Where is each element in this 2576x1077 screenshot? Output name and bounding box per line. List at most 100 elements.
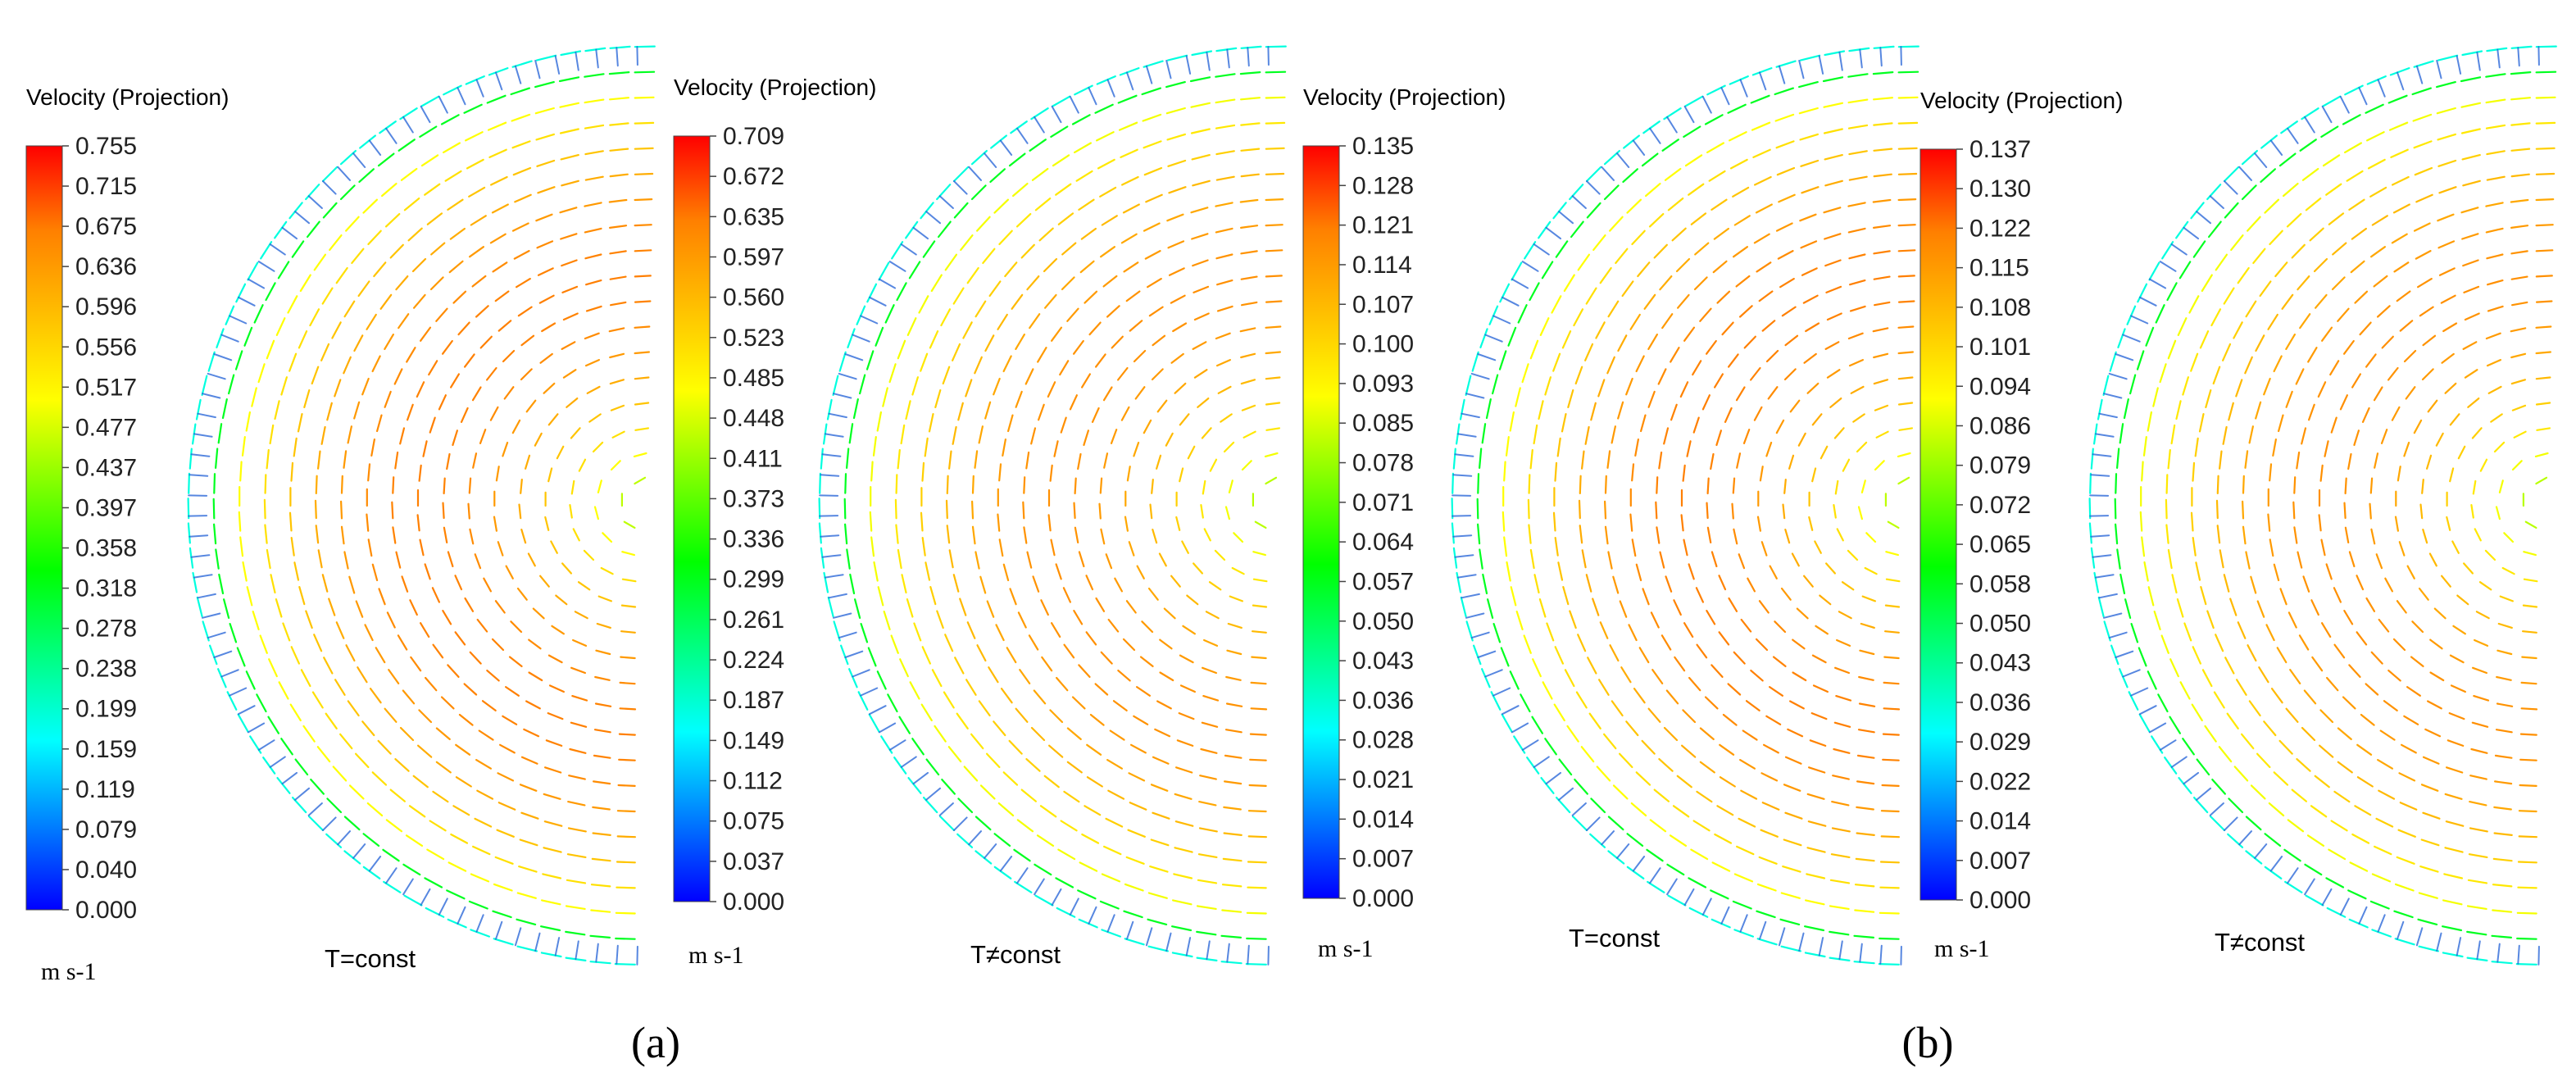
velocity-arrow	[920, 703, 933, 722]
velocity-arrow	[1799, 133, 1819, 141]
velocity-arrow	[1735, 386, 1746, 402]
velocity-arrow	[1055, 676, 1069, 692]
velocity-arrow	[1733, 929, 1754, 938]
velocity-arrow	[1528, 524, 1532, 544]
legend-tick-label: 0.523	[723, 325, 784, 352]
velocity-arrow	[593, 506, 600, 520]
velocity-arrow	[1621, 280, 1634, 298]
velocity-arrow	[2166, 282, 2178, 302]
legend-title: Velocity (Projection)	[1303, 84, 1506, 110]
velocity-arrow	[2361, 407, 2370, 424]
boundary-arrow	[1759, 920, 1767, 940]
velocity-arrow	[868, 713, 880, 733]
velocity-arrow	[1240, 148, 1261, 152]
velocity-arrow	[1239, 97, 1261, 101]
legend-tick-label: 0.159	[75, 736, 137, 763]
velocity-arrow	[1239, 70, 1261, 75]
velocity-arrow	[839, 644, 849, 666]
velocity-arrow	[1265, 70, 1287, 74]
velocity-arrow	[1205, 611, 1220, 620]
velocity-arrow	[1015, 390, 1023, 408]
velocity-arrow	[1552, 202, 1567, 220]
velocity-arrow	[2442, 899, 2463, 906]
velocity-arrow	[2176, 598, 2184, 618]
velocity-arrow	[920, 202, 934, 220]
velocity-arrow	[1008, 739, 1023, 755]
velocity-arrow	[1254, 520, 1267, 529]
velocity-arrow	[971, 475, 975, 494]
velocity-arrow	[1758, 600, 1770, 614]
velocity-arrow	[1562, 585, 1570, 606]
boundary-arrow	[2130, 315, 2149, 325]
boundary-arrow	[636, 46, 638, 66]
velocity-arrow	[1728, 597, 1738, 612]
velocity-arrow	[376, 414, 383, 433]
velocity-arrow	[192, 571, 198, 593]
velocity-arrow	[1124, 938, 1145, 946]
boundary-arrow	[838, 631, 857, 639]
boundary-arrow	[1502, 705, 1520, 716]
legend-tick-label: 0.675	[75, 213, 137, 240]
boundary-arrow	[925, 787, 941, 801]
velocity-arrow	[860, 622, 869, 643]
velocity-arrow	[2496, 649, 2513, 656]
velocity-arrow	[1848, 253, 1866, 260]
velocity-arrow	[2236, 679, 2247, 696]
velocity-arrow	[1676, 293, 1690, 309]
velocity-arrow	[1148, 306, 1164, 317]
velocity-arrow	[252, 610, 260, 631]
boundary-arrow	[1545, 226, 1561, 240]
velocity-arrow	[1716, 805, 1734, 816]
boundary-arrow	[197, 412, 216, 419]
velocity-arrow	[1788, 454, 1795, 470]
boundary-arrow	[2358, 906, 2368, 925]
velocity-arrow	[989, 168, 1006, 183]
velocity-arrow	[2264, 866, 2283, 879]
velocity-arrow	[518, 865, 538, 873]
velocity-arrow	[1107, 789, 1125, 800]
velocity-arrow	[2469, 800, 2487, 807]
velocity-arrow	[2461, 50, 2483, 57]
velocity-arrow	[1476, 498, 1479, 520]
velocity-arrow	[1860, 479, 1866, 494]
boundary-arrow	[514, 927, 522, 947]
velocity-arrow	[1708, 170, 1726, 182]
boundary-arrow	[999, 856, 1013, 872]
velocity-arrow	[489, 175, 508, 186]
velocity-arrow	[402, 689, 416, 705]
velocity-arrow	[1095, 597, 1106, 612]
velocity-arrow	[367, 538, 373, 557]
velocity-arrow	[2399, 320, 2414, 332]
velocity-arrow	[1683, 622, 1694, 638]
velocity-arrow	[1769, 685, 1783, 697]
velocity-arrow	[2366, 75, 2387, 85]
velocity-arrow	[905, 220, 919, 239]
velocity-arrow	[1451, 498, 1454, 520]
velocity-arrow	[1824, 341, 1840, 350]
velocity-arrow	[609, 173, 629, 178]
velocity-arrow	[2378, 789, 2396, 800]
boundary-arrow	[1226, 943, 1230, 963]
velocity-arrow	[634, 376, 650, 380]
velocity-arrow	[1808, 516, 1814, 531]
velocity-arrow	[476, 789, 494, 800]
velocity-arrow	[2360, 713, 2375, 726]
velocity-arrow	[2359, 321, 2372, 336]
velocity-arrow	[1141, 620, 1154, 634]
velocity-arrow	[1091, 407, 1100, 424]
boundary-arrow	[294, 211, 310, 225]
velocity-arrow	[2188, 295, 2200, 314]
velocity-arrow	[1735, 275, 1751, 288]
velocity-arrow	[2491, 934, 2512, 939]
velocity-arrow	[988, 280, 1002, 298]
velocity-arrow	[853, 598, 861, 620]
velocity-arrow	[1897, 402, 1914, 406]
velocity-arrow	[266, 548, 271, 570]
velocity-arrow	[1086, 776, 1103, 788]
velocity-arrow	[2396, 290, 2411, 302]
velocity-arrow	[2496, 675, 2512, 681]
velocity-arrow	[2324, 440, 2329, 457]
velocity-arrow	[229, 622, 238, 643]
velocity-arrow	[1011, 183, 1029, 198]
velocity-arrow	[2493, 441, 2506, 453]
